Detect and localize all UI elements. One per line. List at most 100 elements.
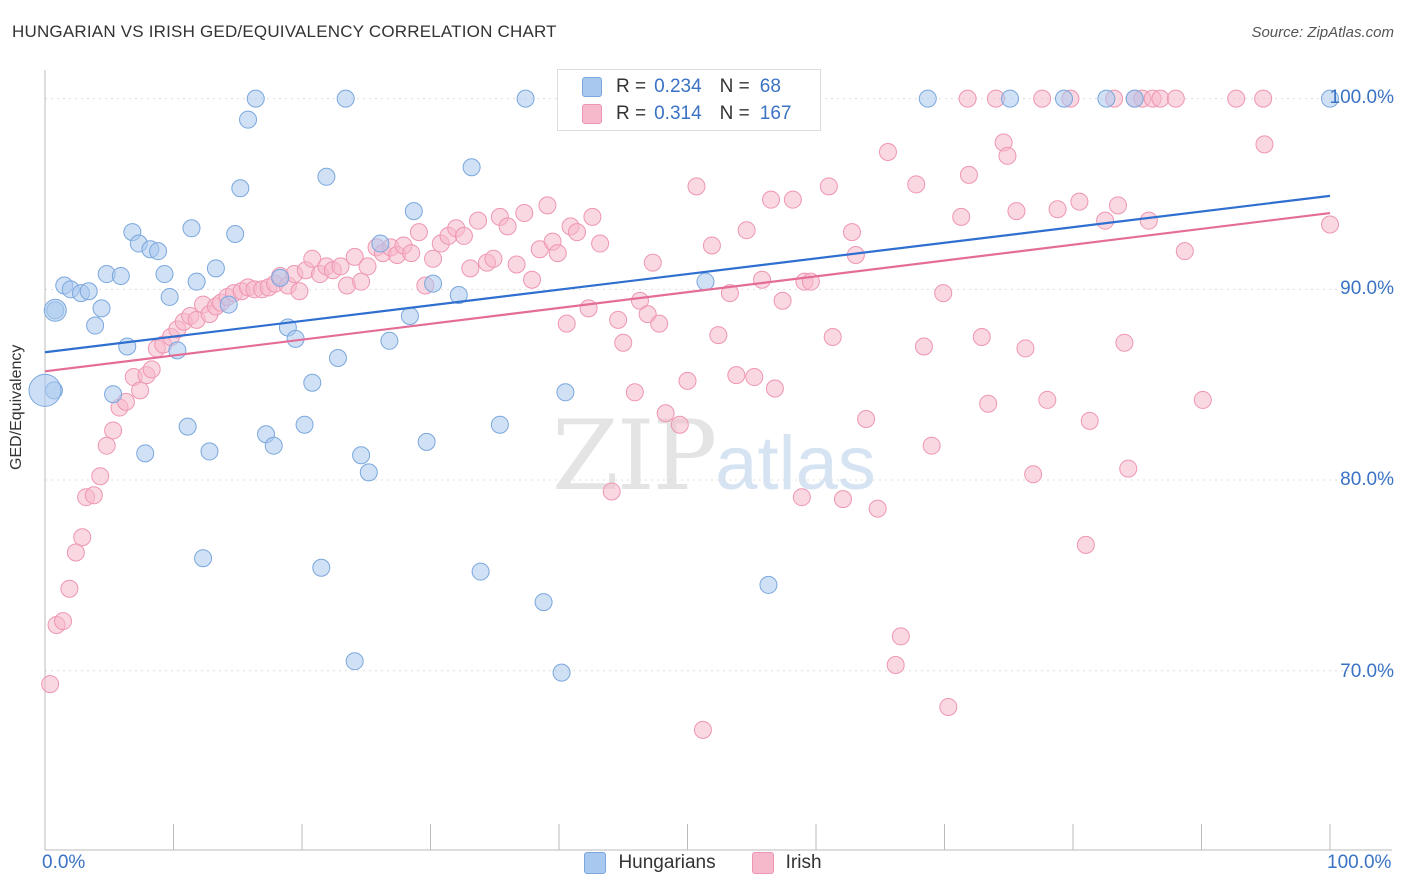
hungarian-point	[918, 89, 937, 108]
irish-point	[602, 482, 621, 501]
hungarian-point	[295, 415, 314, 434]
hungarian-point	[219, 295, 238, 314]
hungarian-point	[759, 575, 778, 594]
irish-point	[461, 259, 480, 278]
hungarian-point	[239, 110, 258, 129]
hungarian-point	[471, 562, 490, 581]
hungarian-point	[462, 158, 481, 177]
hungarian-point	[303, 373, 322, 392]
hungarian-point	[417, 432, 436, 451]
hungarian-point	[92, 299, 111, 318]
irish-point	[1255, 135, 1274, 154]
irish-point	[591, 234, 610, 253]
legend-item-irish[interactable]: Irish	[751, 852, 822, 874]
irish-point	[498, 217, 517, 236]
irish-point	[979, 394, 998, 413]
irish-point	[131, 381, 150, 400]
irish-point	[914, 337, 933, 356]
legend-row-hungarians: R = 0.234 N = 68	[582, 75, 781, 99]
irish-point	[952, 207, 971, 226]
irish-point	[958, 89, 977, 108]
irish-point	[583, 207, 602, 226]
hungarian-point	[149, 242, 168, 261]
chart-title: HUNGARIAN VS IRISH GED/EQUIVALENCY CORRE…	[12, 22, 557, 41]
watermark-zip: ZIP	[552, 400, 717, 512]
irish-point	[66, 543, 85, 562]
irish-point	[670, 415, 689, 434]
irish-point	[538, 196, 557, 215]
hungarian-point	[187, 272, 206, 291]
hungarian-point	[552, 663, 571, 682]
irish-point	[1024, 465, 1043, 484]
legend-label: Irish	[785, 852, 822, 873]
legend-item-hungarians[interactable]: Hungarians	[584, 852, 716, 874]
irish-point	[1166, 89, 1185, 108]
irish-point	[1139, 211, 1158, 230]
n-label: N =	[719, 103, 750, 124]
correlation-legend: R = 0.234 N = 68 R = 0.314 N = 167	[557, 69, 821, 131]
hungarian-point	[380, 331, 399, 350]
irish-point	[891, 627, 910, 646]
r-value: 0.234	[654, 76, 702, 97]
irish-point	[1175, 242, 1194, 261]
irish-point	[625, 383, 644, 402]
irish-point	[484, 249, 503, 268]
irish-point	[753, 270, 772, 289]
hungarian-point	[226, 225, 245, 244]
r-label: R =	[616, 103, 647, 124]
irish-point	[687, 177, 706, 196]
irish-point	[857, 409, 876, 428]
hungarian-point	[1097, 89, 1116, 108]
irish-point	[939, 697, 958, 716]
irish-point	[972, 327, 991, 346]
irish-point	[922, 436, 941, 455]
irish-point	[402, 244, 421, 263]
irish-point	[290, 282, 309, 301]
irish-point	[1016, 339, 1035, 358]
hungarian-point	[104, 385, 123, 404]
y-tick-label-100: 100.0%	[1329, 87, 1394, 108]
legend-row-irish: R = 0.314 N = 167	[582, 102, 791, 126]
irish-point	[609, 310, 628, 329]
irish-point	[84, 486, 103, 505]
irish-point	[998, 146, 1017, 165]
irish-point	[842, 223, 861, 242]
irish-point	[819, 177, 838, 196]
irish-point	[702, 236, 721, 255]
irish-point	[142, 360, 161, 379]
irish-point	[693, 720, 712, 739]
irish-point	[833, 490, 852, 509]
irish-point	[523, 270, 542, 289]
hungarian-point	[534, 593, 553, 612]
hungarian-point	[424, 274, 443, 293]
hungarian-point	[86, 316, 105, 335]
hungarian-point	[352, 446, 371, 465]
irish-point	[934, 284, 953, 303]
hungarian-point	[178, 417, 197, 436]
irish-point	[678, 371, 697, 390]
hungarian-point	[696, 272, 715, 291]
irish-point	[656, 404, 675, 423]
hungarian-point	[328, 348, 347, 367]
irish-trend-line	[44, 211, 1331, 373]
irish-point	[1227, 89, 1246, 108]
irish-point	[41, 675, 60, 694]
irish-legend-swatch	[751, 852, 774, 874]
irish-point	[783, 190, 802, 209]
irish-point	[515, 204, 534, 223]
y-tick-label-70: 70.0%	[1340, 661, 1394, 682]
irish-point	[737, 221, 756, 240]
x-tick-label-min: 0.0%	[42, 852, 86, 873]
irish-point	[727, 366, 746, 385]
irish-swatch	[582, 104, 602, 124]
irish-point	[1193, 390, 1212, 409]
hungarian-point	[312, 558, 331, 577]
irish-point	[773, 291, 792, 310]
hungarians-trend-line	[44, 194, 1331, 354]
irish-point	[1115, 333, 1134, 352]
irish-point	[878, 143, 897, 162]
hungarian-point	[206, 259, 225, 278]
irish-point	[1080, 411, 1099, 430]
hungarian-point	[111, 266, 130, 285]
hungarian-point	[160, 287, 179, 306]
